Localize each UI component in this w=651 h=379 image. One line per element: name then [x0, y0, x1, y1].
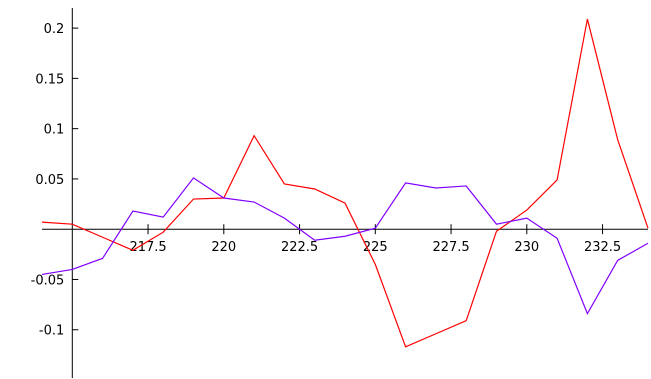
x-tick-label: 227.5 — [432, 240, 469, 255]
y-tick-label: 0.1 — [44, 123, 65, 138]
y-tick-label: 0.05 — [35, 173, 64, 188]
line-series — [41, 18, 649, 348]
y-tick-label: -0.1 — [39, 324, 64, 339]
line-series — [41, 177, 649, 316]
x-tick-label: 230 — [514, 240, 539, 255]
x-tick-label: 217.5 — [129, 240, 166, 255]
y-tick-label: 0.15 — [35, 72, 64, 87]
x-tick-label: 220 — [211, 240, 236, 255]
x-tick-label: 232.5 — [584, 240, 621, 255]
x-tick-label: 222.5 — [281, 240, 318, 255]
y-tick-label: 0.2 — [44, 22, 65, 37]
y-tick-label: -0.05 — [31, 273, 65, 288]
